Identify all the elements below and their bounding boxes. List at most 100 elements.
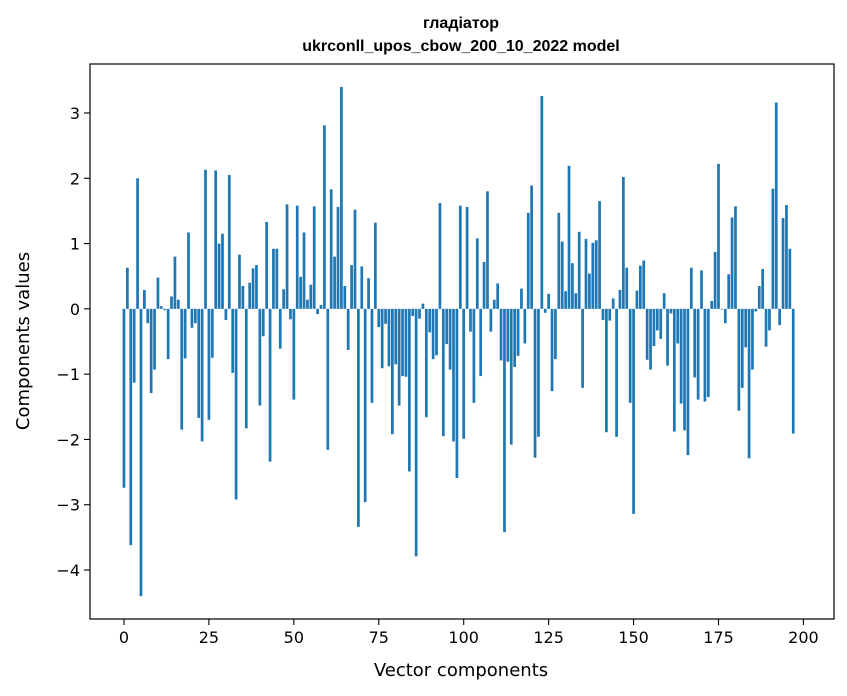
bar	[122, 308, 126, 488]
y-tick-label: −4	[56, 561, 80, 580]
bar	[251, 268, 255, 309]
bar	[696, 308, 700, 400]
bar	[560, 241, 564, 309]
bar	[720, 308, 724, 310]
bar	[628, 308, 632, 403]
bar	[475, 238, 479, 309]
bar	[605, 308, 608, 433]
bar	[472, 308, 476, 403]
bar	[645, 308, 649, 360]
bar	[221, 233, 224, 309]
y-tick-label: 0	[70, 300, 80, 319]
bar	[713, 252, 717, 309]
bar	[268, 308, 272, 462]
bar	[710, 301, 714, 309]
bar	[306, 299, 309, 309]
bar	[143, 289, 146, 309]
bar	[146, 308, 150, 324]
bar	[625, 267, 629, 309]
bar	[149, 308, 153, 394]
bar	[346, 308, 350, 350]
bar	[588, 273, 591, 309]
bar	[187, 232, 190, 309]
bar	[662, 293, 666, 309]
bar	[193, 308, 197, 324]
bar	[469, 308, 472, 332]
bar	[421, 303, 425, 309]
bar	[166, 308, 170, 360]
bar	[768, 308, 771, 331]
bar	[407, 308, 411, 472]
bar	[170, 296, 173, 309]
bar	[778, 308, 781, 326]
bar	[183, 308, 187, 359]
bar	[740, 308, 744, 388]
bar	[272, 248, 275, 309]
y-tick-label: −3	[56, 496, 80, 515]
bar	[652, 308, 656, 347]
bar	[506, 308, 510, 362]
x-tick-label: 50	[284, 628, 304, 647]
bar	[452, 308, 455, 442]
bar	[159, 306, 163, 309]
bar	[482, 261, 486, 309]
bar	[700, 270, 703, 309]
bar	[241, 286, 245, 309]
bar	[248, 282, 252, 309]
bar	[601, 308, 605, 320]
bar	[598, 201, 601, 309]
bar	[632, 308, 635, 514]
bar	[693, 308, 697, 378]
bar	[618, 289, 622, 309]
x-tick-label: 100	[448, 628, 479, 647]
plot-area	[89, 63, 835, 620]
bar	[173, 256, 177, 309]
bar	[771, 188, 775, 309]
plot-frame	[89, 63, 835, 620]
bar	[723, 308, 727, 324]
bar	[655, 308, 659, 331]
bar	[438, 203, 442, 309]
bar	[292, 308, 296, 400]
bar	[197, 308, 201, 418]
bar	[489, 308, 493, 332]
x-axis: 0 25 50 75 100 125 150 175 200	[119, 619, 819, 647]
bar	[608, 308, 612, 321]
bar	[132, 308, 136, 383]
bar	[200, 308, 204, 442]
bar	[411, 308, 415, 317]
bar	[340, 86, 343, 309]
x-tick-label: 25	[199, 628, 219, 647]
bar	[543, 308, 547, 313]
bar	[554, 308, 557, 360]
bar	[615, 308, 618, 437]
bar	[533, 308, 537, 458]
bar	[265, 222, 269, 309]
bar	[689, 267, 693, 309]
bar	[611, 298, 615, 309]
bar	[431, 308, 435, 360]
bar	[210, 308, 214, 358]
bar	[357, 308, 360, 527]
bar	[751, 308, 754, 370]
bar	[496, 283, 500, 309]
bar	[255, 265, 258, 309]
bar	[659, 308, 663, 339]
bar	[547, 293, 550, 309]
bar	[727, 274, 731, 309]
bar	[397, 308, 401, 406]
bar	[530, 185, 533, 309]
bar	[391, 308, 394, 435]
bar	[190, 308, 194, 328]
bar	[204, 169, 207, 309]
bar	[458, 205, 462, 309]
bar	[139, 308, 143, 597]
x-tick-label: 150	[618, 628, 649, 647]
bar	[285, 204, 289, 309]
bar	[523, 308, 527, 344]
y-axis: −4 −3 −2 −1 0 1 2 3	[56, 104, 90, 580]
bar	[217, 243, 221, 309]
bar	[428, 308, 432, 333]
y-tick-label: −1	[56, 365, 80, 384]
